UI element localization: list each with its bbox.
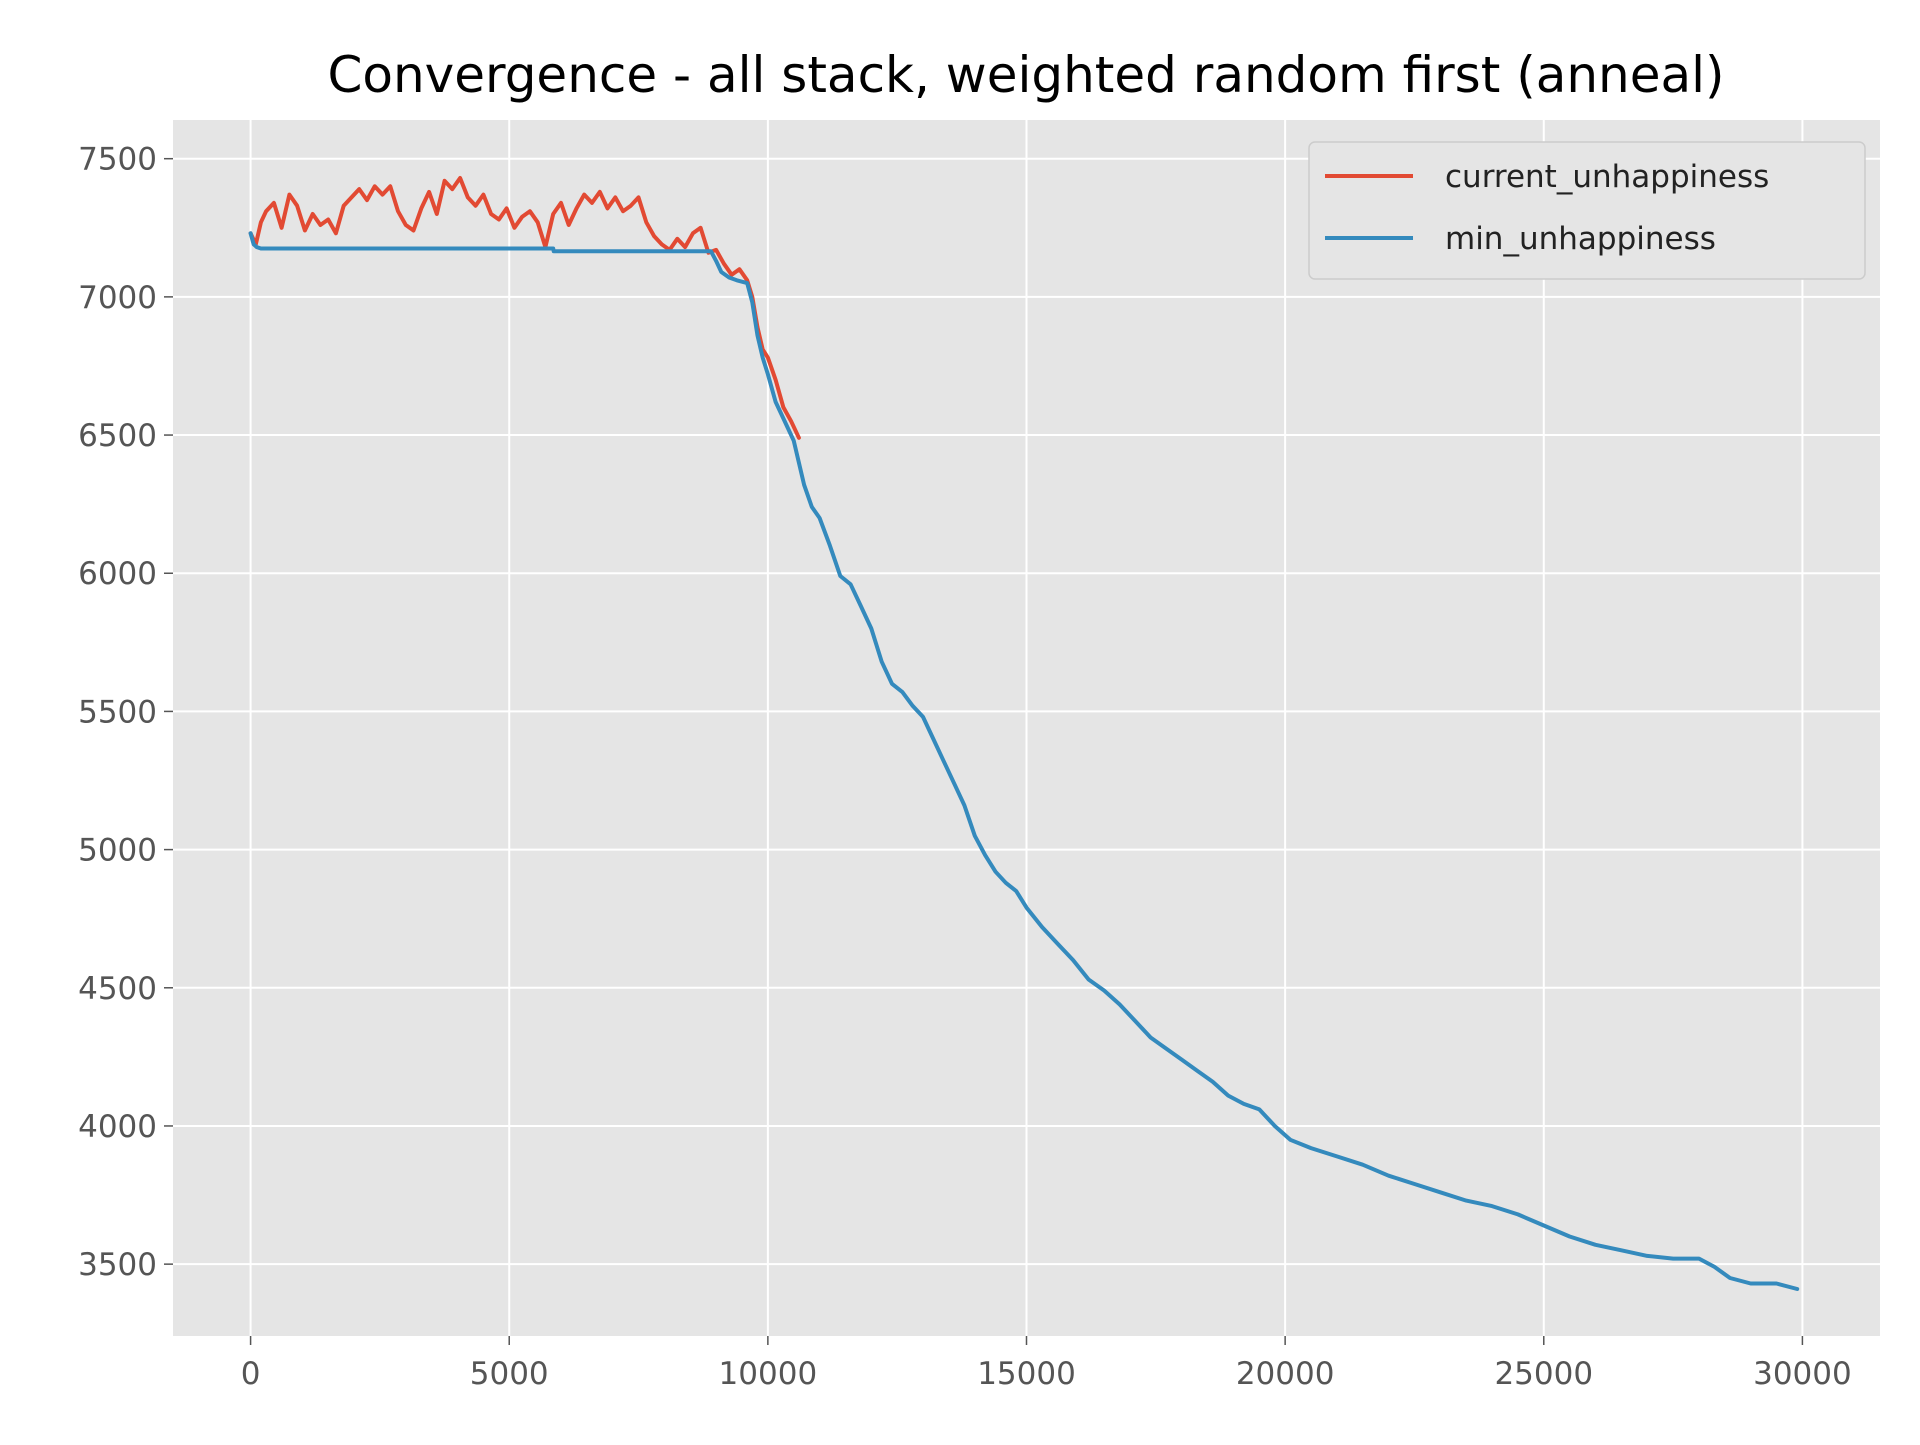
axis-ticks: 0 5000 10000 15000 20000 25000 30000 3500 4000 45… <box>78 142 1852 1392</box>
chart-title: Convergence - all stack, weighted random… <box>327 46 1724 104</box>
series-line-min-unhappiness <box>248 231 1800 1291</box>
x-tick-label: 10000 <box>719 1356 818 1392</box>
y-tick-label: 6500 <box>78 418 157 454</box>
x-tick-label: 25000 <box>1494 1356 1593 1392</box>
x-tick-label: 15000 <box>977 1356 1076 1392</box>
y-tick-label: 7000 <box>78 280 157 316</box>
y-tick-label: 4000 <box>78 1109 157 1145</box>
y-tick-label: 3500 <box>78 1247 157 1283</box>
y-tick-label: 6000 <box>78 556 157 592</box>
y-tick-label: 5500 <box>78 694 157 730</box>
series-line-current-unhappiness <box>248 176 801 440</box>
legend: current_unhappiness min_unhappiness <box>1308 141 1866 280</box>
legend-box <box>1308 141 1866 280</box>
y-tick-label: 4500 <box>78 971 157 1007</box>
legend-label-min-unhappiness: min_unhappiness <box>1445 221 1716 257</box>
y-tick-label: 7500 <box>78 142 157 178</box>
x-tick-label: 30000 <box>1753 1356 1852 1392</box>
x-tick-label: 0 <box>241 1356 261 1392</box>
x-tick-label: 20000 <box>1236 1356 1335 1392</box>
series-lines <box>248 176 1800 1291</box>
legend-label-current-unhappiness: current_unhappiness <box>1445 159 1769 195</box>
y-tick-label: 5000 <box>78 833 157 869</box>
x-tick-label: 5000 <box>470 1356 549 1392</box>
grid-lines <box>173 120 1880 1336</box>
